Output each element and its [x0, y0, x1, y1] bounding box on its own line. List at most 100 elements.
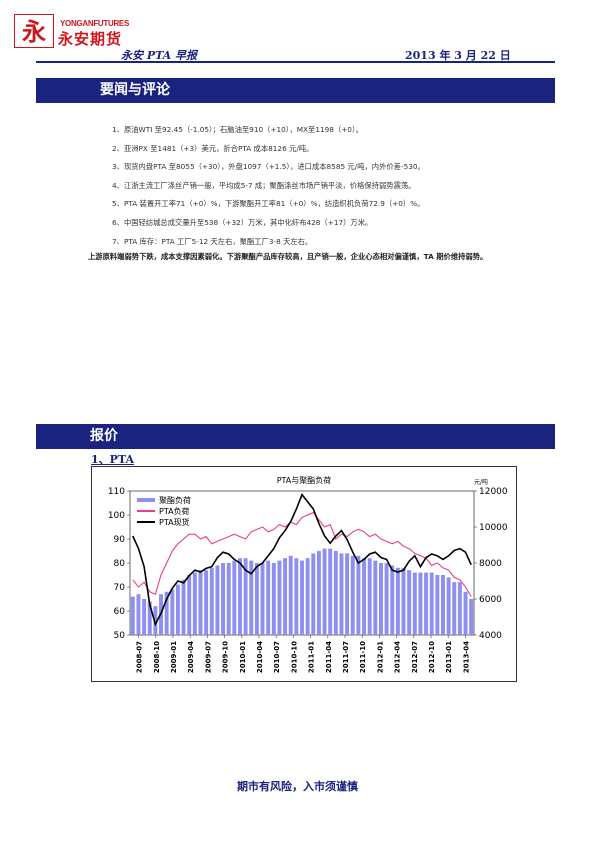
load-bar [328, 548, 333, 635]
x-tick-label: 2009-01 [170, 641, 178, 673]
load-bar [373, 560, 378, 635]
load-bar [277, 560, 282, 635]
x-tick-label: 2010-07 [273, 641, 281, 673]
x-tick-label: 2013-04 [462, 641, 470, 673]
load-bar [283, 558, 288, 635]
load-bar [254, 563, 259, 635]
left-tick-label: 100 [108, 511, 125, 521]
x-tick-label: 2008-07 [136, 641, 144, 673]
load-bar [390, 565, 395, 635]
load-bar [367, 558, 372, 635]
load-bar [147, 601, 152, 635]
load-bar [271, 563, 276, 635]
header-divider [36, 61, 555, 63]
load-bar [142, 599, 147, 635]
load-bar [395, 567, 400, 635]
load-bar [407, 570, 412, 635]
x-tick-label: 2013-01 [445, 641, 453, 673]
x-tick-label: 2010-10 [290, 641, 298, 673]
right-tick-label: 8000 [479, 559, 502, 569]
load-bar [316, 551, 321, 635]
pta-subtitle: 1、PTA [91, 453, 135, 466]
left-tick-label: 90 [114, 535, 126, 545]
legend-label: PTA负荷 [159, 506, 190, 516]
load-bar [288, 555, 293, 635]
load-bar [339, 553, 344, 635]
legend-swatch [137, 498, 155, 502]
x-tick-label: 2012-07 [411, 641, 419, 673]
news-item: 3、现货内盘PTA 至8055（+30），外盘1097（+1.5），进口成本85… [112, 162, 425, 172]
right-tick-label: 10000 [479, 523, 508, 533]
right-tick-label: 6000 [479, 595, 502, 605]
load-bar [232, 560, 237, 635]
x-tick-label: 2010-01 [239, 641, 247, 673]
load-bar [418, 572, 423, 635]
load-bar [401, 567, 406, 635]
bar-series-group [130, 548, 474, 635]
left-tick-label: 110 [108, 487, 125, 497]
x-tick-label: 2011-10 [359, 641, 367, 673]
logo-english-text: YONGANFUTURES [60, 19, 129, 28]
axes-group: 50 60 70 80 90 100 110 4000 6000 8000 10000 12000 20… [108, 487, 508, 673]
load-bar [345, 553, 350, 635]
chart-title: PTA与聚酯负荷 [277, 475, 332, 485]
load-bar [452, 582, 457, 635]
load-bar [215, 565, 220, 635]
load-bar [181, 579, 186, 635]
load-bar [266, 560, 271, 635]
load-bar [130, 596, 135, 635]
line-series-group [132, 492, 472, 627]
load-bar [435, 575, 440, 635]
load-bar [260, 563, 265, 635]
x-tick-label: 2011-07 [342, 641, 350, 673]
x-tick-label: 2012-01 [376, 641, 384, 673]
news-list: 1、原油WTI 至92.45（-1.05）；石脑油至910（+10），MX至11… [112, 121, 425, 251]
summary-paragraph: 上游原料端弱势下跌，成本支撑因素弱化。下游聚酯产品库存较高，且产销一般，企业心态… [88, 252, 488, 261]
load-bar [209, 567, 214, 635]
legend-label: 聚酯负荷 [159, 495, 191, 505]
load-bar [429, 572, 434, 635]
load-bar [424, 572, 429, 635]
left-tick-label: 80 [114, 559, 126, 569]
news-item: 2、亚洲PX 至1481（+3）美元，折合PTA 成本8126 元/吨。 [112, 143, 314, 153]
load-bar [333, 551, 338, 635]
report-title: 永安 PTA 早报 [121, 49, 198, 62]
load-bar [350, 555, 355, 635]
load-bar [175, 584, 180, 635]
load-bar [237, 558, 242, 635]
load-bar [356, 555, 361, 635]
load-bar [164, 591, 169, 635]
x-tick-label: 2008-10 [153, 641, 161, 673]
x-tick-label: 2011-04 [325, 641, 333, 673]
load-bar [322, 548, 327, 635]
right-tick-label: 4000 [479, 631, 502, 641]
left-tick-label: 60 [114, 607, 126, 617]
load-bar [198, 570, 203, 635]
load-bar [469, 599, 474, 635]
load-bar [170, 589, 175, 635]
load-bar [446, 577, 451, 635]
load-bar [457, 582, 462, 635]
load-bar [362, 558, 367, 635]
left-tick-label: 50 [114, 631, 126, 641]
footer-slogan: 期市有风险，入市须谨慎 [237, 780, 358, 793]
report-date: 2013 年 3 月 22 日 [405, 49, 511, 62]
section-quote-header: 报价 [36, 424, 555, 449]
load-bar [384, 563, 389, 635]
company-logo: 永 [14, 14, 54, 48]
load-bar [311, 553, 316, 635]
x-tick-label: 2012-04 [394, 641, 402, 673]
load-bar [412, 572, 417, 635]
load-bar [243, 558, 248, 635]
left-tick-label: 70 [114, 583, 126, 593]
x-tick-label: 2010-04 [256, 641, 264, 673]
load-bar [249, 560, 254, 635]
x-tick-label: 2009-10 [222, 641, 230, 673]
logo-mark: 永 [22, 18, 46, 46]
series-line [132, 511, 472, 597]
x-tick-label: 2009-07 [204, 641, 212, 673]
load-bar [441, 575, 445, 635]
logo-chinese-text: 永安期货 [58, 30, 123, 48]
x-tick-label: 2011-01 [308, 641, 316, 673]
right-tick-label: 12000 [479, 487, 508, 497]
